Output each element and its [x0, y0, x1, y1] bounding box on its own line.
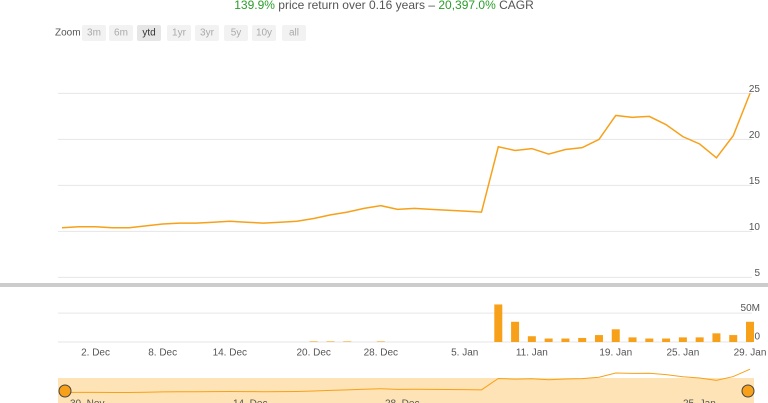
volume-tick-label: 0	[754, 332, 760, 343]
zoom-button-label: 3yr	[200, 28, 215, 39]
zoom-button[interactable]: all	[282, 25, 306, 41]
navigator-label: 30. Nov	[70, 399, 104, 403]
navigator-label: 28. Dec	[385, 399, 419, 403]
volume-bar	[712, 333, 721, 342]
volume-bar	[527, 336, 536, 342]
y-tick-label: 15	[749, 176, 761, 187]
volume-bar	[611, 329, 620, 342]
volume-bar	[645, 338, 654, 342]
y-tick-label: 10	[749, 222, 761, 233]
x-tick-label: 29. Jan	[734, 348, 767, 359]
x-tick-label: 19. Jan	[599, 348, 632, 359]
zoom-button[interactable]: 10y	[252, 25, 276, 41]
volume-bar	[662, 338, 671, 342]
zoom-button[interactable]: 3m	[82, 25, 106, 41]
zoom-button-label: 6m	[114, 28, 128, 39]
x-tick-label: 5. Jan	[451, 348, 478, 359]
y-tick-label: 20	[749, 130, 761, 141]
zoom-button[interactable]: 6m	[109, 25, 133, 41]
y-tick-label: 5	[754, 268, 760, 279]
volume-bar	[309, 341, 318, 342]
volume-bar	[376, 341, 385, 342]
price-line	[61, 93, 751, 229]
x-tick-label: 8. Dec	[148, 348, 177, 359]
header: 139.9% price return over 0.16 years – 20…	[234, 0, 534, 12]
navigator-handle[interactable]	[58, 384, 72, 398]
zoom-button[interactable]: 3yr	[195, 25, 219, 41]
zoom-button-label: 1yr	[172, 28, 187, 39]
zoom-button-bg	[224, 25, 248, 41]
x-tick-label: 28. Dec	[364, 348, 398, 359]
zoom-button-label: 10y	[256, 28, 272, 39]
volume-bar	[494, 304, 503, 342]
volume-bar	[511, 321, 520, 342]
volume-bar	[678, 337, 687, 342]
zoom-button-bg	[109, 25, 133, 41]
zoom-button-bg	[195, 25, 219, 41]
volume-bar	[561, 338, 570, 342]
navigator-handle[interactable]	[741, 384, 755, 398]
header-part: price return over 0.16 years –	[275, 0, 438, 12]
volume-bar	[326, 341, 335, 342]
zoom-button-bg	[282, 25, 306, 41]
zoom-button-label: 5y	[231, 28, 242, 39]
zoom-button-bg	[252, 25, 276, 41]
navigator-label: 14. Dec	[233, 399, 267, 403]
x-tick-label: 25. Jan	[666, 348, 699, 359]
volume-bar	[343, 341, 352, 342]
zoom-button[interactable]: 5y	[224, 25, 248, 41]
volume-bar	[594, 335, 603, 342]
navigator-label: 25. Jan	[683, 399, 716, 403]
zoom-button-bg	[167, 25, 191, 41]
navigator	[58, 378, 754, 403]
header-part: CAGR	[496, 0, 534, 12]
zoom-button-label: ytd	[142, 28, 155, 39]
header-part: 139.9%	[234, 0, 275, 12]
zoom-button-label: all	[289, 28, 299, 39]
zoom-label: Zoom	[55, 28, 81, 39]
zoom-button-bg	[82, 25, 106, 41]
volume-tick-label: 50M	[741, 303, 760, 314]
zoom-button[interactable]: 1yr	[167, 25, 191, 41]
header-part: 20,397.0%	[438, 0, 496, 12]
x-tick-label: 2. Dec	[81, 348, 110, 359]
volume-bar	[578, 337, 587, 342]
volume-bar	[729, 335, 738, 342]
volume-bar	[628, 337, 637, 342]
zoom-button[interactable]: ytd	[137, 25, 161, 41]
navigator-line	[61, 368, 751, 394]
panel-divider	[0, 283, 768, 287]
volume-bar	[544, 338, 553, 342]
y-tick-label: 25	[749, 84, 761, 95]
volume-bar	[695, 337, 704, 342]
x-tick-label: 14. Dec	[213, 348, 247, 359]
volume-bar	[746, 321, 754, 342]
zoom-button-label: 3m	[87, 28, 101, 39]
zoom-button-bg	[137, 25, 161, 41]
x-tick-label: 20. Dec	[296, 348, 330, 359]
x-tick-label: 11. Jan	[516, 348, 548, 359]
